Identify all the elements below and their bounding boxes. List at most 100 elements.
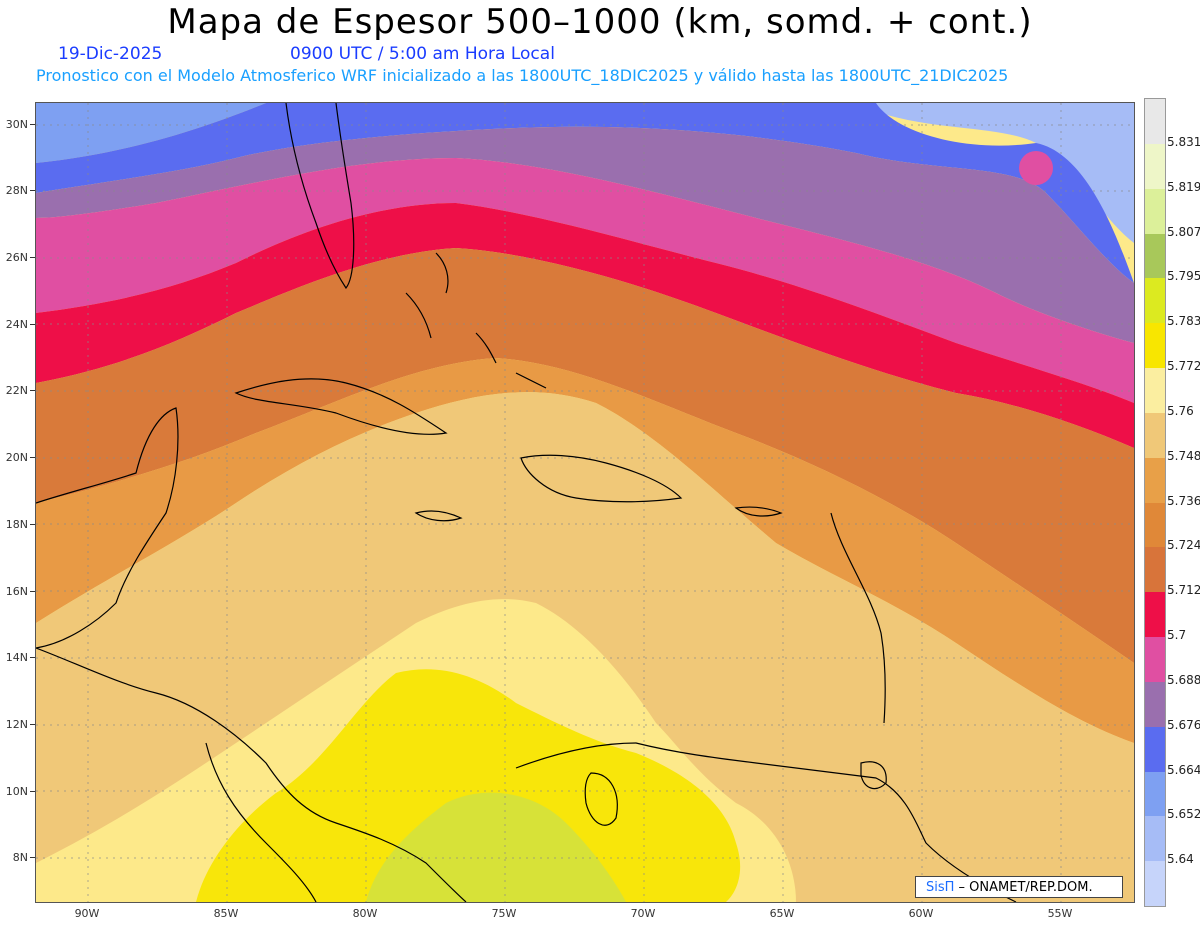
- colorbar-label: 5.819: [1167, 179, 1200, 194]
- colorbar-segment: [1145, 412, 1165, 459]
- lat-tick: [30, 857, 35, 858]
- lon-label: 60W: [908, 907, 934, 920]
- lat-label: 12N: [5, 718, 28, 731]
- lat-tick: [30, 390, 35, 391]
- colorbar-label: 5.64: [1167, 852, 1194, 867]
- colorbar-label: 5.807: [1167, 224, 1200, 239]
- lat-label: 8N: [12, 851, 28, 864]
- lat-label: 14N: [5, 651, 28, 664]
- forecast-date: 19-Dic-2025: [58, 44, 163, 64]
- hispaniola-coast: [520, 454, 683, 503]
- lesser-antilles: [830, 512, 886, 724]
- puerto-rico-coast: [734, 506, 783, 517]
- lat-tick: [30, 257, 35, 258]
- colorbar-label: 5.712: [1167, 583, 1200, 598]
- band-mid-blue: [36, 103, 266, 163]
- band-pink: [36, 158, 1134, 403]
- lon-label: 75W: [491, 907, 517, 920]
- colorbar-segment: [1145, 592, 1165, 638]
- colorbar-segment: [1145, 726, 1165, 772]
- credit-brand: SisΠ: [926, 880, 955, 895]
- lat-label: 26N: [5, 251, 28, 264]
- lat-tick: [30, 457, 35, 458]
- colorbar-segment: [1145, 547, 1165, 593]
- colorbar-label: 5.688: [1167, 672, 1200, 687]
- lat-label: 16N: [5, 585, 28, 598]
- lat-label: 24N: [5, 318, 28, 331]
- colorbar-segment: [1145, 502, 1165, 548]
- colorbar-label: 5.652: [1167, 807, 1200, 822]
- lon-label: 80W: [352, 907, 378, 920]
- maracaibo-lake: [584, 772, 618, 826]
- colorbar-segment: [1145, 233, 1165, 279]
- thickness-map[interactable]: [35, 102, 1135, 903]
- model-subtitle: Pronostico con el Modelo Atmosferico WRF…: [36, 66, 1009, 85]
- lat-label: 20N: [5, 451, 28, 464]
- colorbar-segment: [1145, 188, 1165, 234]
- colorbar-label: 5.736: [1167, 493, 1200, 508]
- band-orange: [36, 358, 1134, 743]
- cuba-coast: [234, 378, 448, 435]
- colorbar-label: 5.783: [1167, 314, 1200, 329]
- lat-tick: [30, 724, 35, 725]
- lat-label: 10N: [5, 785, 28, 798]
- lat-tick: [30, 657, 35, 658]
- lat-tick: [30, 524, 35, 525]
- map-canvas: [36, 103, 1134, 902]
- colorbar-segment: [1145, 771, 1165, 817]
- colorbar-segment: [1145, 99, 1165, 145]
- lon-label: 70W: [630, 907, 656, 920]
- jamaica-coast: [414, 510, 463, 522]
- colorbar-segment: [1145, 457, 1165, 503]
- map-title: Mapa de Espesor 500–1000 (km, somd. + co…: [167, 2, 1033, 42]
- colorbar-segment: [1145, 278, 1165, 324]
- colorbar-label: 5.724: [1167, 538, 1200, 553]
- band-purple: [36, 126, 1134, 343]
- pink-cell: [1019, 151, 1053, 185]
- lon-label: 55W: [1047, 907, 1073, 920]
- colorbar-label: 5.795: [1167, 269, 1200, 284]
- colorbar-segment: [1145, 637, 1165, 683]
- colorbar-segment: [1145, 323, 1165, 369]
- lat-tick: [30, 324, 35, 325]
- lat-label: 28N: [5, 184, 28, 197]
- credit-box: SisΠ – ONAMET/REP.DOM.: [915, 876, 1123, 898]
- yucatan-coast: [36, 407, 179, 649]
- lon-label: 85W: [213, 907, 239, 920]
- central-america-coast: [36, 647, 467, 902]
- colorbar-segment: [1145, 681, 1165, 728]
- colorbar-label: 5.748: [1167, 448, 1200, 463]
- coastlines: [36, 103, 1017, 902]
- trinidad-coast: [860, 761, 887, 790]
- bahamas-islands: [405, 252, 547, 389]
- south-america-coast: [515, 742, 1017, 902]
- colorbar-segment: [1145, 816, 1165, 862]
- lat-tick: [30, 591, 35, 592]
- band-red: [36, 203, 1134, 448]
- colorbar-segment: [1145, 861, 1165, 907]
- lat-tick: [30, 791, 35, 792]
- lon-label: 90W: [74, 907, 100, 920]
- grid-lines: [36, 103, 1134, 902]
- credit-org: – ONAMET/REP.DOM.: [954, 880, 1093, 895]
- band-dark-orange: [36, 248, 1134, 663]
- florida-coast: [285, 103, 355, 290]
- colorbar-label: 5.831: [1167, 134, 1200, 149]
- lat-tick: [30, 190, 35, 191]
- colorbar-segment: [1145, 368, 1165, 414]
- colorbar-label: 5.7: [1167, 628, 1187, 642]
- colorbar-label: 5.676: [1167, 717, 1200, 732]
- band-tan: [36, 392, 1134, 902]
- colorbar: [1144, 98, 1166, 907]
- central-america-pacific: [205, 742, 317, 902]
- band-olive: [366, 792, 626, 902]
- colorbar-label: 5.76: [1167, 403, 1194, 418]
- lon-label: 65W: [769, 907, 795, 920]
- band-yellow: [196, 669, 741, 902]
- lat-label: 22N: [5, 384, 28, 397]
- forecast-time: 0900 UTC / 5:00 am Hora Local: [290, 44, 555, 64]
- band-light-blue: [36, 103, 1134, 243]
- lat-label: 18N: [5, 518, 28, 531]
- band-blue: [36, 103, 1134, 283]
- colorbar-label: 5.664: [1167, 762, 1200, 777]
